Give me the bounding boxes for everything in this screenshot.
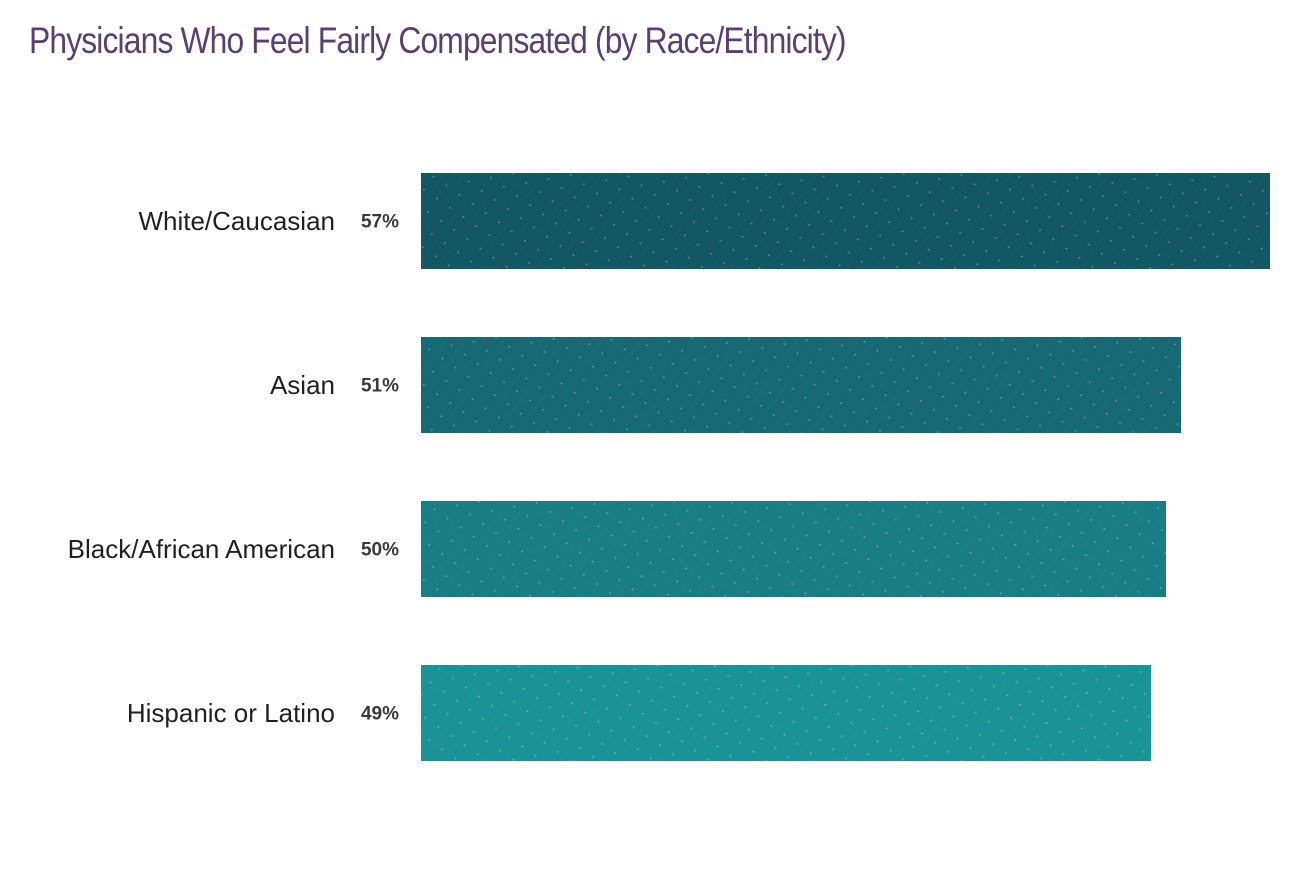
- bar-group: Hispanic or Latino 49%: [127, 665, 1151, 761]
- bar-texture: [421, 665, 1151, 761]
- category-label: Black/African American: [68, 534, 335, 564]
- bar-texture: [421, 337, 1181, 433]
- value-label: 50%: [361, 540, 399, 561]
- bar-group: Asian 51%: [270, 337, 1181, 433]
- bar-texture: [421, 173, 1270, 269]
- category-label: White/Caucasian: [138, 206, 335, 236]
- chart-title: Physicians Who Feel Fairly Compensated (…: [29, 20, 847, 61]
- value-label: 49%: [361, 704, 399, 725]
- bar-group: White/Caucasian 57%: [138, 173, 1270, 269]
- value-label: 51%: [361, 376, 399, 397]
- bar-group: Black/African American 50%: [68, 501, 1166, 597]
- category-label: Hispanic or Latino: [127, 698, 335, 728]
- bar-texture: [421, 501, 1166, 597]
- value-label: 57%: [361, 212, 399, 233]
- category-label: Asian: [270, 370, 335, 400]
